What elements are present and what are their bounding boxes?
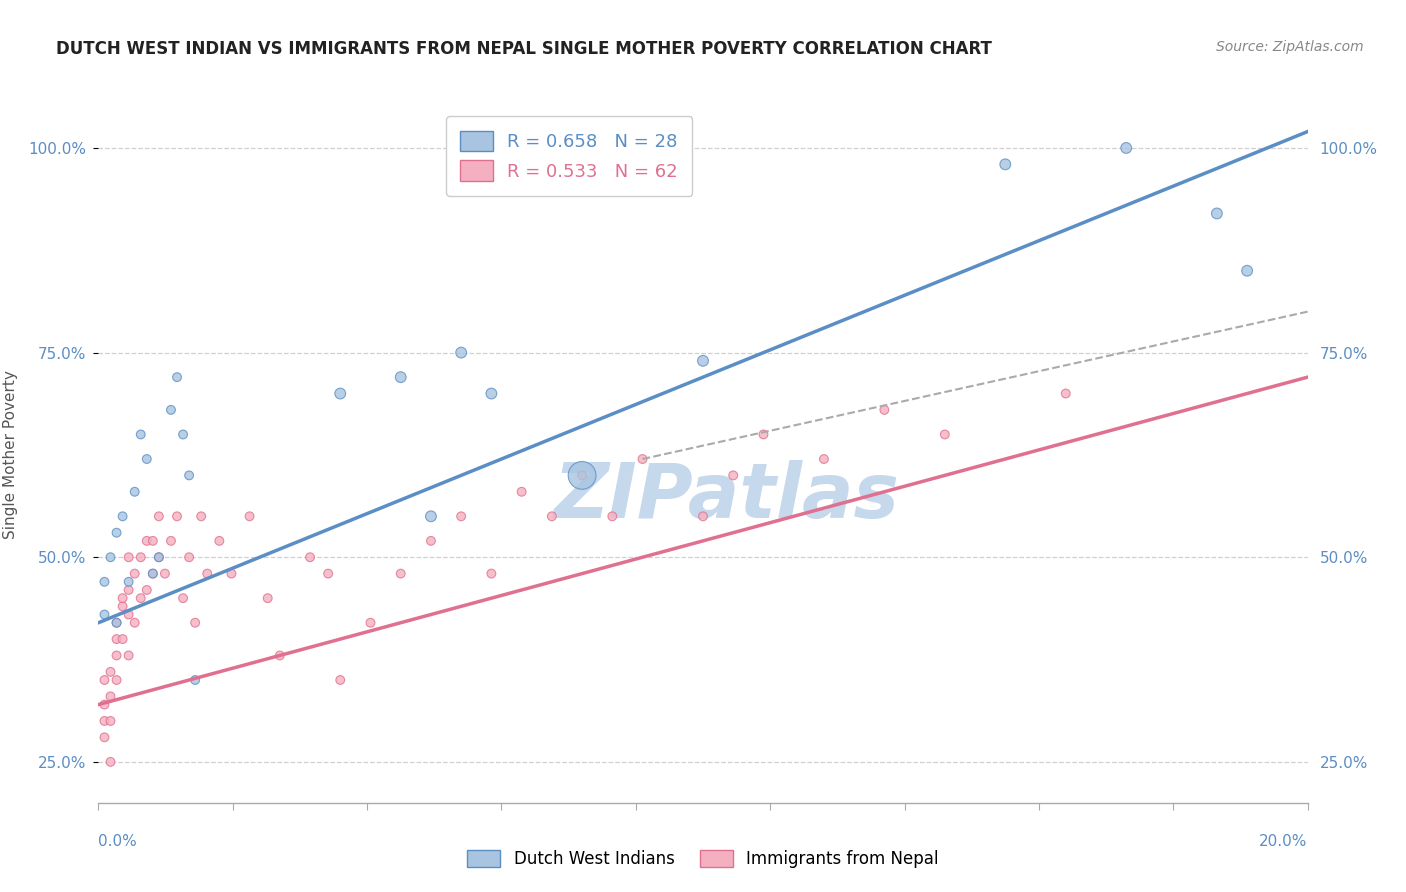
- Point: [208, 533, 231, 548]
- Point: [105, 615, 128, 630]
- Point: [692, 353, 714, 368]
- Point: [105, 525, 128, 540]
- Point: [299, 550, 322, 565]
- Point: [481, 386, 503, 401]
- Point: [105, 648, 128, 663]
- Point: [329, 673, 352, 687]
- Point: [195, 566, 218, 581]
- Point: [105, 673, 128, 687]
- Point: [118, 550, 141, 565]
- Point: [571, 468, 593, 483]
- Point: [389, 370, 412, 384]
- Point: [118, 582, 141, 597]
- Point: [100, 550, 122, 565]
- Point: [481, 566, 503, 581]
- Point: [142, 566, 165, 581]
- Point: [1054, 386, 1077, 401]
- Point: [118, 607, 141, 622]
- Point: [420, 509, 443, 524]
- Text: ZIPatlas: ZIPatlas: [554, 459, 900, 533]
- Point: [934, 427, 956, 442]
- Point: [221, 566, 243, 581]
- Point: [190, 509, 212, 524]
- Point: [179, 550, 201, 565]
- Legend: Dutch West Indians, Immigrants from Nepal: Dutch West Indians, Immigrants from Nepa…: [461, 843, 945, 875]
- Point: [602, 509, 624, 524]
- Point: [100, 690, 122, 704]
- Point: [124, 615, 146, 630]
- Point: [360, 615, 382, 630]
- Point: [172, 427, 194, 442]
- Point: [160, 403, 183, 417]
- Point: [135, 582, 157, 597]
- Point: [450, 345, 472, 359]
- Point: [1115, 141, 1137, 155]
- Point: [179, 468, 201, 483]
- Point: [93, 698, 115, 712]
- Point: [994, 157, 1017, 171]
- Point: [129, 550, 152, 565]
- Point: [118, 574, 141, 589]
- Point: [873, 403, 896, 417]
- Point: [129, 427, 152, 442]
- Point: [105, 615, 128, 630]
- Point: [184, 673, 207, 687]
- Point: [93, 714, 115, 728]
- Point: [184, 615, 207, 630]
- Point: [148, 550, 170, 565]
- Text: DUTCH WEST INDIAN VS IMMIGRANTS FROM NEPAL SINGLE MOTHER POVERTY CORRELATION CHA: DUTCH WEST INDIAN VS IMMIGRANTS FROM NEP…: [56, 40, 993, 58]
- Point: [389, 566, 412, 581]
- Point: [142, 566, 165, 581]
- Point: [135, 533, 157, 548]
- Legend: R = 0.658   N = 28, R = 0.533   N = 62: R = 0.658 N = 28, R = 0.533 N = 62: [446, 116, 693, 195]
- Point: [692, 509, 714, 524]
- Point: [239, 509, 262, 524]
- Point: [256, 591, 278, 606]
- Point: [1206, 206, 1229, 220]
- Text: Source: ZipAtlas.com: Source: ZipAtlas.com: [1216, 40, 1364, 54]
- Point: [111, 591, 134, 606]
- Point: [269, 648, 291, 663]
- Point: [93, 673, 115, 687]
- Point: [135, 452, 157, 467]
- Point: [148, 509, 170, 524]
- Point: [510, 484, 533, 499]
- Point: [100, 665, 122, 679]
- Point: [1236, 264, 1258, 278]
- Point: [111, 599, 134, 614]
- Point: [118, 648, 141, 663]
- Point: [420, 533, 443, 548]
- Point: [166, 370, 188, 384]
- Point: [571, 468, 593, 483]
- Point: [723, 468, 745, 483]
- Point: [142, 533, 165, 548]
- Point: [752, 427, 775, 442]
- Point: [540, 509, 562, 524]
- Y-axis label: Single Mother Poverty: Single Mother Poverty: [3, 370, 17, 540]
- Point: [100, 714, 122, 728]
- Text: 0.0%: 0.0%: [98, 834, 138, 849]
- Point: [129, 591, 152, 606]
- Point: [329, 386, 352, 401]
- Point: [124, 566, 146, 581]
- Point: [153, 566, 176, 581]
- Point: [124, 484, 146, 499]
- Point: [93, 607, 115, 622]
- Point: [93, 731, 115, 745]
- Point: [148, 550, 170, 565]
- Text: 20.0%: 20.0%: [1260, 834, 1308, 849]
- Point: [172, 591, 194, 606]
- Point: [166, 509, 188, 524]
- Point: [93, 574, 115, 589]
- Point: [160, 533, 183, 548]
- Point: [316, 566, 339, 581]
- Point: [813, 452, 835, 467]
- Point: [111, 632, 134, 646]
- Point: [111, 509, 134, 524]
- Point: [631, 452, 654, 467]
- Point: [450, 509, 472, 524]
- Point: [105, 632, 128, 646]
- Point: [100, 755, 122, 769]
